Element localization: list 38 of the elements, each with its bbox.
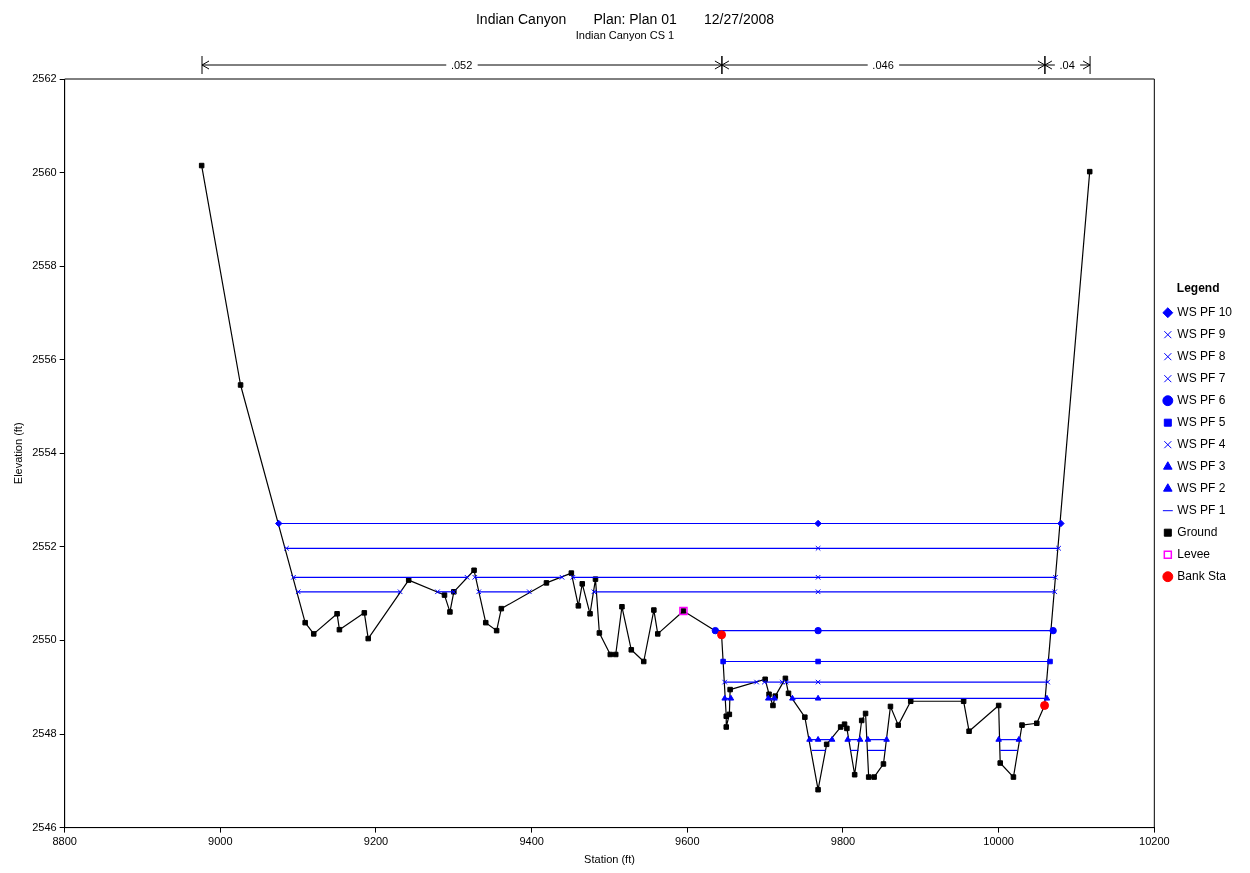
legend-label: WS PF 5 — [1177, 415, 1226, 430]
legend-label: WS PF 4 — [1177, 437, 1226, 452]
legend-title: Legend — [1176, 280, 1220, 295]
x-axis-title: Station (ft) — [584, 853, 635, 866]
x-tick-label: 9200 — [363, 835, 389, 848]
y-axis-title: Elevation (ft) — [11, 422, 24, 485]
text: .052 — [450, 59, 473, 72]
legend-label: WS PF 8 — [1177, 349, 1226, 364]
legend-label: Ground — [1177, 525, 1218, 540]
x-tick-label: 9800 — [830, 835, 856, 848]
legend-label: WS PF 10 — [1177, 305, 1233, 320]
y-tick-label: 2552 — [32, 539, 57, 552]
legend-label: Levee — [1177, 547, 1211, 562]
chart-title: Indian Canyon Plan: Plan 01 12/27/2008 — [475, 11, 775, 28]
y-tick-label: 2556 — [32, 352, 57, 365]
y-tick-label: 2554 — [32, 446, 57, 459]
y-tick-label: 2548 — [32, 727, 57, 740]
y-tick-label: 2546 — [32, 820, 57, 833]
legend-label: WS PF 9 — [1177, 327, 1226, 342]
legend-label: WS PF 3 — [1177, 459, 1226, 474]
x-tick-label: 10000 — [983, 835, 1014, 848]
text: .04 — [1059, 59, 1075, 72]
text: .046 — [872, 59, 894, 72]
x-tick-label: 9600 — [675, 835, 700, 848]
y-tick-label: 2550 — [32, 633, 57, 646]
y-tick-label: 2558 — [32, 259, 57, 272]
legend-label: WS PF 6 — [1177, 393, 1226, 408]
legend-label: WS PF 2 — [1177, 481, 1226, 496]
x-tick-label: 9000 — [208, 835, 233, 848]
legend-label: WS PF 7 — [1177, 371, 1226, 386]
y-tick-label: 2560 — [32, 165, 57, 178]
x-tick-label: 8800 — [52, 835, 77, 848]
legend-label: WS PF 1 — [1177, 503, 1226, 518]
y-tick-label: 2562 — [32, 72, 57, 85]
x-tick-label: 10200 — [1139, 835, 1170, 848]
x-tick-label: 9400 — [519, 835, 544, 848]
legend-label: Bank Sta — [1177, 569, 1227, 584]
chart-subtitle: Indian Canyon CS 1 — [575, 29, 675, 42]
